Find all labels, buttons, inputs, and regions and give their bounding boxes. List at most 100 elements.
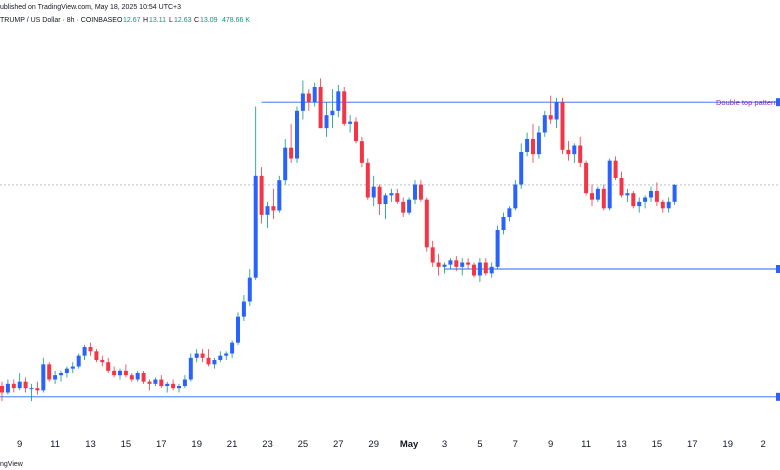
candle-body [377,186,382,204]
candle [206,349,211,367]
candle-body [531,139,535,155]
candle-body [135,373,140,380]
candle [637,197,642,213]
candle-body [206,357,211,365]
candle [11,379,16,393]
candle [153,377,158,386]
candle [165,381,170,393]
candle-body [200,353,205,358]
candle-body [165,383,170,386]
candle [259,167,264,224]
level-label: Double top pattern [716,98,778,107]
candle-body [572,145,577,155]
candle [536,126,541,159]
candle-body [418,184,423,200]
candle [489,262,494,278]
x-tick-label: 3 [442,439,447,450]
candle-body [330,110,335,116]
candle-body [354,121,358,142]
candle-body [584,162,589,194]
candle [330,89,335,129]
candle-body [336,91,341,111]
candle-body [88,347,93,352]
low-label: L [169,17,173,24]
candle [212,357,217,369]
candle [283,139,288,185]
candle-body [436,262,441,267]
candle [519,143,524,189]
candle [29,383,34,402]
candle-body [542,115,547,133]
candle [171,379,176,391]
candle [224,351,229,360]
candle [542,110,547,137]
double-top-level-handle[interactable] [776,98,780,107]
candle [17,373,22,391]
x-tick-label: 23 [262,439,273,450]
candle-body [625,193,630,196]
candle [389,188,394,202]
candle-body [283,147,288,181]
candle-body [312,87,317,103]
candle [430,240,435,267]
candle [584,160,589,196]
candle [265,201,270,228]
x-tick-label: 13 [85,439,96,450]
candle [395,188,400,204]
candle [666,197,671,213]
candle-body [495,230,500,267]
candle-body [472,264,476,276]
open-label: O [117,17,123,24]
candle-body [0,386,4,393]
candle-body [619,178,624,196]
candle [418,180,423,202]
candle [590,184,594,207]
x-tick-label: 29 [368,439,379,450]
candle [601,184,606,211]
x-tick-label: 9 [548,439,553,450]
candle-body [548,115,553,120]
candle-body [507,208,512,217]
x-tick-label: 17 [687,439,698,450]
candle-body [631,193,636,207]
candle-body [194,353,199,358]
open-value: 12.67 [123,17,141,24]
support-level-handle[interactable] [776,392,780,401]
candle-body [501,217,506,230]
candle-body [342,91,347,124]
candle [619,171,624,198]
neckline-level-handle[interactable] [776,265,780,273]
candle [159,375,164,389]
candle-body [271,206,276,211]
chart-header: ublished on TradingView.com, May 18, 202… [0,4,250,24]
candle-body [666,201,671,209]
candle-body [365,162,370,198]
candle [554,97,559,129]
candle [660,199,665,213]
candle-body [601,188,606,209]
candle-body [306,93,311,103]
x-tick-label: 21 [227,439,238,450]
candle-body [35,388,40,391]
candle-body [153,379,158,384]
x-tick-label: 11 [581,439,591,450]
x-tick-label: 11 [50,439,60,450]
candle-body [649,191,653,198]
candle [654,182,659,207]
candle [41,357,46,393]
x-tick-label: 15 [652,439,663,450]
candle [300,80,305,120]
candle-body [212,360,217,365]
candle-body [76,355,81,367]
candle-body [106,362,111,371]
candle [230,340,235,358]
candle-body [41,364,46,391]
candle-body [454,260,459,267]
candle [271,188,276,220]
candle [548,95,553,124]
candle-body [525,139,530,152]
candle [100,355,105,367]
candle [477,258,482,282]
candle-body [654,191,659,202]
